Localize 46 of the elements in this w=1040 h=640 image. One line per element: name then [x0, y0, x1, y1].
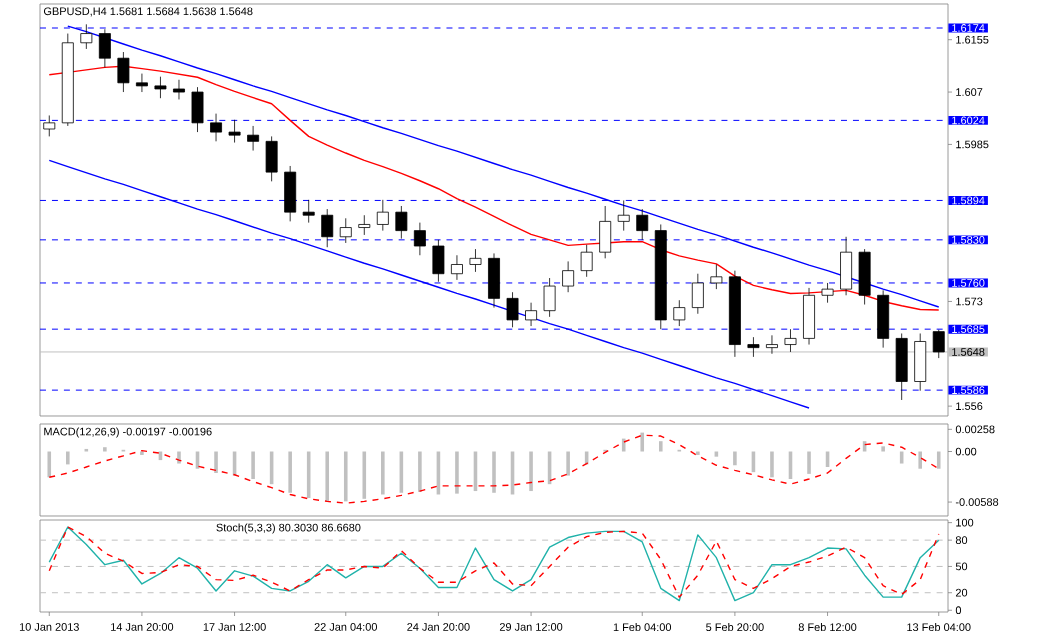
candlestick — [488, 253, 500, 309]
candlestick — [766, 334, 778, 355]
candlestick — [191, 86, 204, 133]
candlestick — [525, 302, 538, 327]
candlestick — [932, 329, 945, 359]
candlestick — [858, 248, 871, 305]
candlestick — [747, 336, 760, 358]
candlestick — [135, 73, 148, 93]
candlestick — [580, 244, 593, 278]
candlestick — [821, 282, 834, 304]
candlestick — [43, 115, 56, 137]
candlestick — [914, 333, 927, 392]
candlestick — [599, 205, 612, 259]
candlestick — [247, 125, 260, 151]
candlestick — [562, 261, 575, 293]
candlestick — [98, 28, 111, 68]
candlestick — [284, 165, 297, 222]
candlestick — [636, 208, 649, 241]
candlestick — [469, 248, 482, 273]
candlestick — [803, 287, 815, 345]
candlestick — [154, 76, 167, 99]
candlestick — [358, 214, 371, 236]
candlestick — [784, 328, 797, 353]
candlestick — [80, 23, 93, 50]
candlestick — [673, 299, 686, 327]
candlestick — [339, 217, 352, 244]
candlestick — [432, 239, 445, 283]
candlestick — [710, 264, 723, 290]
candlestick — [302, 199, 315, 224]
candlestick — [321, 208, 334, 248]
candlestick — [413, 222, 426, 256]
candlestick — [840, 236, 853, 296]
candlestick — [543, 277, 556, 318]
candlestick — [210, 113, 222, 142]
candlestick — [506, 291, 519, 328]
candlestick — [376, 199, 389, 232]
candlestick — [173, 79, 185, 100]
candlestick — [395, 205, 408, 240]
candlestick — [617, 200, 630, 232]
candlestick — [895, 333, 908, 401]
candlestick — [691, 273, 704, 315]
candlestick — [877, 289, 890, 349]
candlestick — [265, 136, 278, 182]
candlestick — [450, 254, 463, 281]
candlestick — [228, 119, 241, 143]
candlestick — [117, 51, 130, 93]
